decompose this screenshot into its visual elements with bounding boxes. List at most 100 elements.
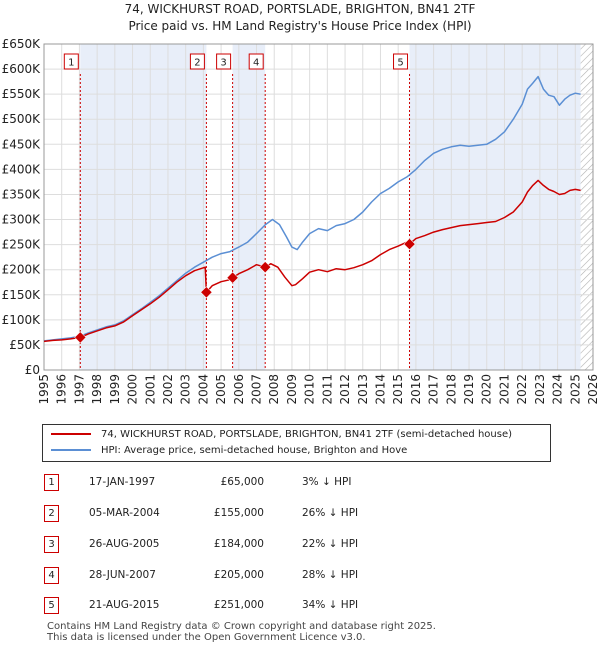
sale-number-badge: 2 [44, 505, 59, 522]
legend-label-property: 74, WICKHURST ROAD, PORTSLADE, BRIGHTON,… [101, 429, 513, 440]
sale-date: 21-AUG-2015 [89, 599, 160, 611]
sale-label-number: 5 [397, 58, 403, 69]
sale-hpi-diff: 26% ↓ HPI [302, 507, 359, 519]
x-tick-label: 2017 [427, 374, 441, 405]
hpi-series-line [43, 75, 581, 342]
sale-point-marker [200, 286, 213, 299]
x-tick-label: 2004 [196, 374, 210, 405]
sale-label-number: 3 [220, 58, 226, 69]
x-tick-label: 2019 [462, 374, 476, 405]
sale-date: 05-MAR-2004 [89, 507, 160, 519]
sale-point-marker [226, 271, 239, 284]
property-series-line [43, 179, 581, 343]
y-tick-label: £0 [25, 363, 40, 377]
x-tick-label: 1999 [108, 374, 122, 405]
y-tick-label: £250K [2, 238, 42, 252]
x-tick-label: 2015 [391, 374, 405, 405]
sale-point-marker [403, 238, 416, 251]
legend-line-hpi [51, 449, 91, 451]
x-tick-label: 2008 [267, 374, 281, 405]
x-tick-label: 2025 [568, 374, 582, 405]
x-tick-label: 2020 [480, 374, 494, 405]
y-tick-label: £300K [2, 213, 42, 227]
y-tick-label: £350K [2, 187, 42, 201]
x-tick-label: 2018 [444, 374, 458, 405]
y-tick-label: £50K [9, 338, 41, 352]
shaded-band [80, 44, 207, 370]
y-tick-label: £400K [2, 162, 42, 176]
sale-price: £65,000 [220, 476, 264, 488]
footer-copyright: Contains HM Land Registry data © Crown c… [47, 621, 436, 632]
sale-label-box [216, 53, 232, 70]
sale-hpi-diff: 28% ↓ HPI [302, 569, 359, 581]
x-tick-label: 2006 [232, 374, 246, 405]
x-tick-label: 2002 [161, 374, 175, 405]
shaded-band [232, 44, 266, 370]
sale-date: 26-AUG-2005 [89, 538, 160, 550]
y-tick-label: £100K [2, 313, 42, 327]
sale-price: £205,000 [213, 569, 264, 581]
sale-label-number: 1 [68, 58, 74, 69]
y-tick-label: £500K [2, 112, 42, 126]
x-tick-label: 2026 [586, 374, 600, 405]
legend-item-property: 74, WICKHURST ROAD, PORTSLADE, BRIGHTON,… [51, 427, 512, 443]
sale-hpi-diff: 3% ↓ HPI [302, 476, 352, 488]
x-tick-label: 2021 [497, 374, 511, 405]
forecast-hatch [580, 44, 593, 370]
sale-number-badge: 1 [44, 474, 59, 491]
sale-hpi-diff: 22% ↓ HPI [302, 538, 359, 550]
sale-price: £251,000 [213, 599, 264, 611]
sale-date: 17-JAN-1997 [89, 476, 156, 488]
x-tick-label: 2000 [126, 374, 140, 405]
x-tick-label: 2022 [515, 374, 529, 405]
footer-licence: This data is licensed under the Open Gov… [47, 632, 366, 643]
price-chart: £0 £50K £100K £150K £200K £250K £300K £350K £400… [2, 37, 600, 405]
y-tick-label: £150K [2, 288, 42, 302]
legend-line-property [51, 433, 91, 435]
x-tick-label: 2011 [320, 374, 334, 405]
y-tick-label: £200K [2, 263, 42, 277]
y-tick-label: £650K [2, 37, 42, 51]
sale-label-number: 4 [253, 58, 259, 69]
sale-label-number: 2 [194, 58, 200, 69]
sale-number-badge: 5 [44, 597, 59, 614]
x-tick-label: 2016 [409, 374, 423, 405]
sale-label-box [248, 53, 264, 70]
legend-item-hpi: HPI: Average price, semi-detached house,… [51, 443, 407, 459]
x-tick-label: 2007 [250, 374, 264, 405]
x-tick-label: 1996 [55, 374, 69, 405]
shaded-band [409, 44, 581, 370]
x-tick-label: 1998 [90, 374, 104, 405]
plot-frame [43, 43, 594, 371]
sale-number-badge: 4 [44, 567, 59, 584]
sale-label-box [393, 53, 409, 70]
sale-label-box [189, 53, 205, 70]
sale-point-marker [259, 261, 272, 274]
x-tick-label: 2024 [551, 374, 565, 405]
x-tick-label: 2014 [373, 374, 387, 405]
x-tick-label: 1995 [37, 374, 51, 405]
x-tick-label: 2010 [303, 374, 317, 405]
x-tick-label: 2023 [533, 374, 547, 405]
y-tick-label: £600K [2, 62, 42, 76]
x-tick-label: 2001 [143, 374, 157, 405]
x-tick-label: 2013 [356, 374, 370, 405]
sale-number-badge: 3 [44, 536, 59, 553]
sale-label-box [63, 53, 79, 70]
x-tick-label: 2003 [179, 374, 193, 405]
x-tick-label: 2009 [285, 374, 299, 405]
x-tick-label: 2005 [214, 374, 228, 405]
legend-label-hpi: HPI: Average price, semi-detached house,… [101, 445, 408, 456]
chart-subtitle: Price paid vs. HM Land Registry's House … [128, 19, 472, 33]
sale-point-marker [74, 331, 87, 344]
x-tick-label: 2012 [338, 374, 352, 405]
sale-date: 28-JUN-2007 [89, 569, 156, 581]
y-tick-label: £450K [2, 137, 42, 151]
sale-price: £155,000 [213, 507, 264, 519]
sale-price: £184,000 [213, 538, 264, 550]
chart-title: 74, WICKHURST ROAD, PORTSLADE, BRIGHTON,… [124, 2, 476, 16]
legend: 74, WICKHURST ROAD, PORTSLADE, BRIGHTON,… [42, 424, 551, 462]
sale-hpi-diff: 34% ↓ HPI [302, 599, 359, 611]
y-tick-label: £550K [2, 87, 42, 101]
x-tick-label: 1997 [72, 374, 86, 405]
